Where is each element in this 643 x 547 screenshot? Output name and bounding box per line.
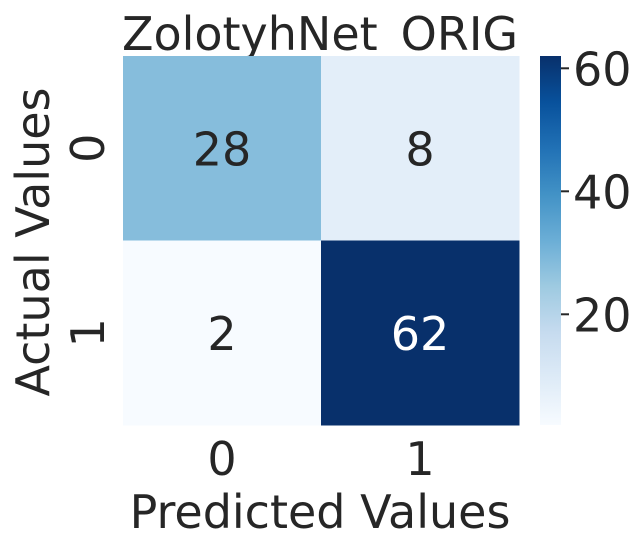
cell-value-r0-c1: 8: [405, 122, 434, 176]
heatmap-cell-r0-c0: [123, 56, 322, 241]
heatmap-cell-r1-c1: [321, 240, 520, 426]
x-tick-label-1: 1: [405, 432, 434, 486]
heatmap-cells: [123, 56, 520, 426]
y-tick-label-0: 0: [61, 134, 115, 163]
colorbar-tick-label-1: 40: [573, 165, 632, 219]
cell-value-r1-c0: 2: [207, 307, 236, 361]
x-axis-label: Predicted Values: [130, 485, 511, 539]
cell-value-r1-c1: 62: [391, 307, 450, 361]
chart-title: ZolotyhNet_ORIG: [122, 7, 518, 61]
y-tick-label-1: 1: [61, 318, 115, 347]
heatmap-cell-r1-c0: [123, 240, 322, 426]
heatmap-cell-labels: 28 8 2 62: [193, 122, 450, 361]
y-axis-ticks: 01: [61, 134, 115, 348]
colorbar-tick-label-0: 20: [573, 288, 632, 342]
colorbar: [540, 56, 561, 425]
x-tick-label-0: 0: [207, 432, 236, 486]
colorbar-tick-label-2: 60: [573, 42, 632, 96]
heatmap-cell-r0-c1: [321, 56, 520, 241]
y-axis-label: Actual Values: [6, 87, 60, 396]
cell-value-r0-c0: 28: [193, 122, 252, 176]
colorbar-ticks: 20 40 60: [561, 42, 632, 342]
